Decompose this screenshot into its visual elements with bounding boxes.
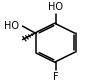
Text: HO: HO [48,2,63,12]
Text: HO: HO [4,21,19,31]
Text: F: F [53,72,58,82]
